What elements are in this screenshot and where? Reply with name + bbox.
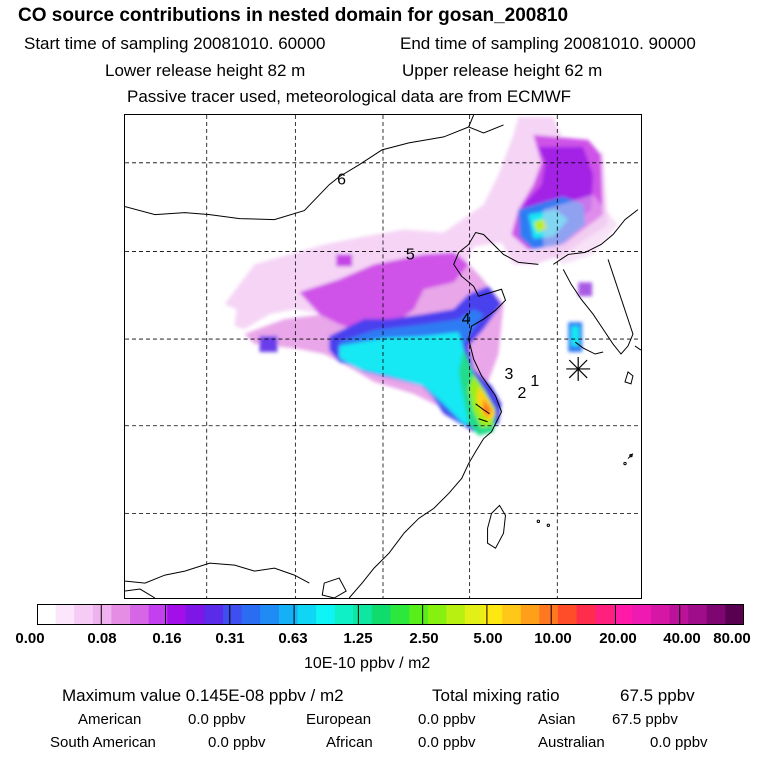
map-panel: 1 2 3 4 5 6 bbox=[124, 114, 642, 599]
colorbar-swatch bbox=[427, 604, 447, 625]
colorbar-swatch bbox=[241, 604, 261, 625]
south-american-value: 0.0 ppbv bbox=[208, 734, 266, 751]
colorbar-tick-label: 5.00 bbox=[473, 630, 503, 647]
colorbar-swatch bbox=[223, 604, 243, 625]
plot-title: CO source contributions in nested domain… bbox=[18, 5, 569, 26]
colorbar-swatch bbox=[502, 604, 522, 625]
colorbar-swatch bbox=[464, 604, 485, 625]
asian-label: Asian bbox=[538, 711, 576, 728]
colorbar-swatch bbox=[650, 604, 671, 625]
colorbar-tick-label: 20.00 bbox=[599, 630, 637, 647]
colorbar-swatch bbox=[130, 604, 150, 625]
end-time: End time of sampling 20081010. 90000 bbox=[400, 34, 696, 53]
colorbar-swatch bbox=[446, 604, 466, 625]
colorbar-swatch bbox=[613, 604, 633, 625]
total-mixing-ratio-label: Total mixing ratio bbox=[432, 686, 560, 705]
colorbar-swatch bbox=[55, 604, 75, 625]
colorbar-swatch bbox=[576, 604, 596, 625]
site-label-1: 1 bbox=[530, 373, 539, 390]
colorbar-tick-label: 80.00 bbox=[713, 630, 751, 647]
american-value: 0.0 ppbv bbox=[188, 711, 246, 728]
colorbar-swatch bbox=[390, 604, 410, 625]
colorbar-swatch bbox=[37, 604, 57, 625]
colorbar-swatch bbox=[316, 604, 336, 625]
colorbar-tick-label: 1.25 bbox=[343, 630, 373, 647]
asterisk-receptor-icon bbox=[566, 356, 591, 381]
colorbar-swatch bbox=[539, 604, 559, 625]
site-label-2: 2 bbox=[517, 385, 526, 402]
colorbar-tick-label: 0.31 bbox=[215, 630, 245, 647]
american-label: American bbox=[78, 711, 142, 728]
site-label-4: 4 bbox=[462, 311, 471, 328]
colorbar-tick-label: 0.08 bbox=[87, 630, 117, 647]
start-time: Start time of sampling 20081010. 60000 bbox=[24, 34, 326, 53]
colorbar-swatch bbox=[204, 604, 224, 625]
colorbar-swatch bbox=[148, 604, 168, 625]
site-label-5: 5 bbox=[406, 246, 415, 263]
european-value: 0.0 ppbv bbox=[418, 711, 476, 728]
tracer-note: Passive tracer used, meteorological data… bbox=[127, 87, 572, 106]
colorbar-tick-label: 40.00 bbox=[663, 630, 701, 647]
lower-release-height: Lower release height 82 m bbox=[105, 61, 306, 80]
colorbar-swatch bbox=[92, 604, 113, 625]
grid-lines bbox=[125, 115, 641, 598]
colorbar-swatch bbox=[111, 604, 131, 625]
colorbar-unit-label: 10E-10 ppbv / m2 bbox=[304, 655, 431, 672]
total-mixing-ratio-value: 67.5 ppbv bbox=[620, 686, 695, 705]
colorbar-swatch bbox=[185, 604, 206, 625]
colorbar-swatch bbox=[334, 604, 354, 625]
colorbar-swatch bbox=[167, 604, 187, 625]
colorbar-swatch bbox=[409, 604, 429, 625]
colorbar bbox=[37, 604, 744, 625]
colorbar-swatch bbox=[371, 604, 392, 625]
colorbar-swatch bbox=[297, 604, 317, 625]
colorbar-tick-label: 10.00 bbox=[534, 630, 572, 647]
south-american-label: South American bbox=[50, 734, 156, 751]
colorbar-swatch bbox=[632, 604, 652, 625]
colorbar-swatch bbox=[353, 604, 373, 625]
colorbar-swatch bbox=[74, 604, 94, 625]
colorbar-swatch bbox=[260, 604, 280, 625]
max-value: Maximum value 0.145E-08 ppbv / m2 bbox=[62, 686, 344, 705]
colorbar-swatch bbox=[520, 604, 540, 625]
european-label: European bbox=[306, 711, 372, 728]
colorbar-swatch bbox=[688, 604, 708, 625]
colorbar-tick-label: 0.63 bbox=[278, 630, 308, 647]
colorbar-tick-label: 0.16 bbox=[152, 630, 182, 647]
colorbar-swatch bbox=[557, 604, 578, 625]
african-label: African bbox=[326, 734, 373, 751]
site-label-3: 3 bbox=[504, 366, 513, 383]
colorbar-tick-label: 0.00 bbox=[15, 630, 45, 647]
coastlines bbox=[125, 115, 641, 598]
colorbar-swatch bbox=[706, 604, 726, 625]
upper-release-height: Upper release height 62 m bbox=[402, 61, 603, 80]
colorbar-swatch bbox=[595, 604, 615, 625]
concentration-plume bbox=[224, 116, 619, 436]
asian-value: 67.5 ppbv bbox=[612, 711, 678, 728]
colorbar-swatch bbox=[278, 604, 299, 625]
site-label-6: 6 bbox=[337, 172, 346, 189]
colorbar-swatch bbox=[669, 604, 689, 625]
colorbar-swatch bbox=[483, 604, 503, 625]
australian-label: Australian bbox=[538, 734, 605, 751]
colorbar-swatch bbox=[725, 604, 744, 625]
australian-value: 0.0 ppbv bbox=[650, 734, 708, 751]
african-value: 0.0 ppbv bbox=[418, 734, 476, 751]
colorbar-tick-label: 2.50 bbox=[409, 630, 439, 647]
